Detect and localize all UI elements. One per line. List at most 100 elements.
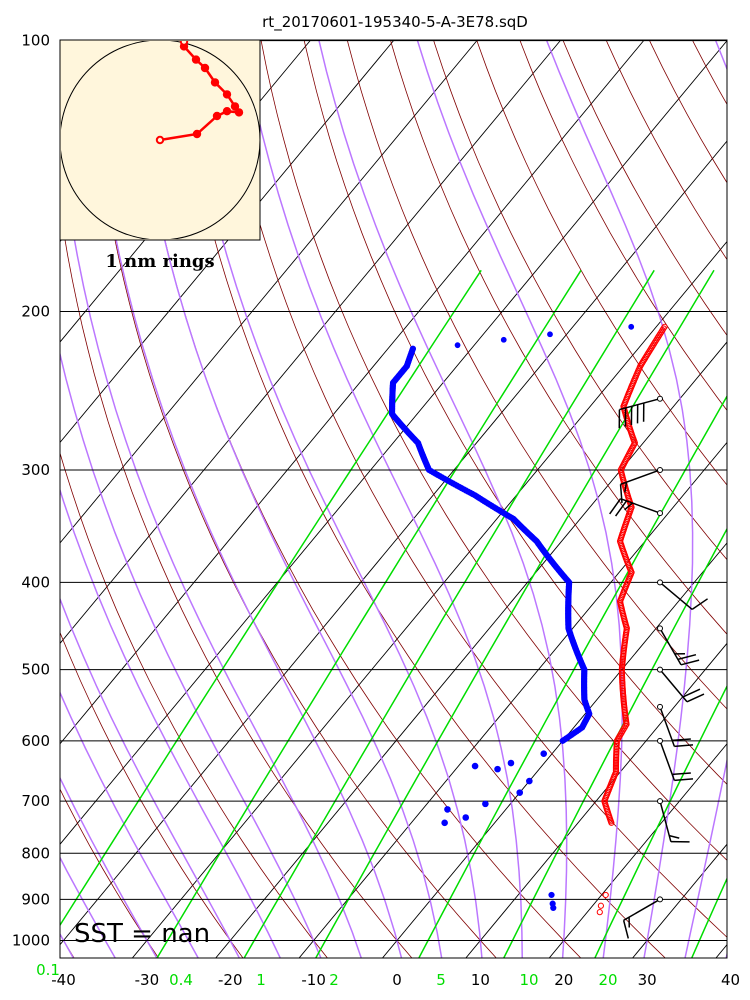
wind-barb <box>657 703 694 748</box>
temperature-tick-label: -10 <box>301 971 326 989</box>
hodograph-point <box>222 90 232 99</box>
dry-adiabat-line <box>605 40 727 261</box>
mixing-ratio-line <box>418 394 727 958</box>
hodograph-point <box>192 129 202 139</box>
dry-adiabat-line <box>725 21 750 964</box>
isotherm-line <box>632 843 727 958</box>
moist-adiabat-line <box>60 351 322 958</box>
dewpoint-point <box>540 750 548 757</box>
isotherm-line <box>60 40 645 745</box>
sst-annotation: SST = nan <box>74 919 210 949</box>
pressure-tick-label: 400 <box>21 573 50 591</box>
pressure-tick-label: 500 <box>21 661 50 679</box>
pressure-tick-label: 800 <box>21 844 50 862</box>
wind-barb <box>657 579 708 611</box>
dry-adiabat-line <box>60 788 159 958</box>
hodograph-point <box>222 107 232 116</box>
dry-adiabat-line <box>60 631 244 958</box>
hodograph-point <box>179 41 189 46</box>
chart-title: rt_20170601-195340-5-A-3E78.sqD <box>262 13 528 32</box>
hodograph-point <box>234 108 244 117</box>
temperature-tick-label: -40 <box>51 971 76 989</box>
mixing-ratio-label: 20 <box>598 971 617 989</box>
mixing-ratio-label: 2 <box>329 971 339 989</box>
isotherm-line <box>298 441 727 958</box>
pressure-tick-label: 200 <box>21 303 50 321</box>
hodograph-point <box>230 102 240 111</box>
isotherm-line <box>60 40 727 845</box>
dewpoint-point <box>462 814 470 821</box>
moist-adiabat-line <box>684 40 727 958</box>
dry-adiabat-line <box>433 40 727 561</box>
hodograph-point <box>155 135 165 145</box>
temperature-tick-label: 10 <box>471 971 490 989</box>
mixing-ratio-label: 10 <box>519 971 538 989</box>
dry-adiabat-line <box>476 40 727 486</box>
mixing-ratio-label: 0.1 <box>36 961 60 979</box>
temperature-point <box>597 902 605 909</box>
dewpoint-point <box>550 904 557 912</box>
isotherm-line <box>60 40 61 42</box>
mixing-ratio-line <box>156 269 582 958</box>
dry-adiabat-line <box>260 40 727 861</box>
dewpoint-point <box>410 345 416 352</box>
dry-adiabat-line <box>648 40 727 184</box>
temperature-point <box>608 819 615 826</box>
plot-frame <box>59 39 728 959</box>
hodograph-point <box>191 55 201 64</box>
wind-barb <box>622 896 663 939</box>
dry-adiabat-line <box>519 40 727 411</box>
wind-barb <box>618 395 663 429</box>
hodograph-inset <box>59 39 261 241</box>
isotherm-line <box>60 140 727 946</box>
dewpoint-point <box>454 342 461 349</box>
pressure-tick-label: 1000 <box>12 932 50 950</box>
dry-adiabat-line <box>217 40 727 938</box>
wind-barb <box>609 498 663 517</box>
moist-adiabat-line <box>318 40 568 958</box>
wind-barb <box>657 625 700 666</box>
dry-adiabat-line <box>60 451 328 958</box>
moist-adiabat-line <box>60 487 282 958</box>
dry-adiabat-line <box>303 40 727 785</box>
dewpoint-point <box>559 737 566 744</box>
dewpoint-point <box>628 323 635 330</box>
isotherm-line <box>60 40 394 444</box>
pressure-tick-label: 900 <box>21 890 50 908</box>
pressure-tick-label: 300 <box>21 461 50 479</box>
dry-adiabat-line <box>346 40 727 710</box>
mixing-ratio-line <box>594 684 727 958</box>
temperature-tick-label: 20 <box>554 971 573 989</box>
temperature-tick-label: -30 <box>135 971 160 989</box>
moist-adiabat-line <box>725 951 727 958</box>
dewpoint-point <box>482 800 489 808</box>
dry-adiabat-line <box>390 40 727 635</box>
dewpoint-point <box>500 336 507 343</box>
isotherm-line <box>215 341 727 958</box>
temperature-tick-label: 40 <box>721 971 740 989</box>
hodograph-point <box>210 78 220 87</box>
dry-adiabat-line <box>562 40 727 336</box>
hodograph-point <box>212 111 222 121</box>
moist-adiabat-line <box>60 596 241 958</box>
dewpoint-point <box>548 891 555 899</box>
dry-adiabat-line <box>691 40 727 106</box>
isotherm-line <box>715 944 727 958</box>
mixing-ratio-line <box>690 876 727 958</box>
temperature-point <box>596 909 603 916</box>
mixing-ratio-label: 1 <box>256 971 266 989</box>
mixing-ratio-line <box>243 269 655 958</box>
moist-adiabat-line <box>416 40 623 958</box>
isotherm-line <box>131 240 727 958</box>
wind-barb <box>657 666 705 703</box>
mixing-ratio-line <box>60 269 482 927</box>
temperature-tick-label: -20 <box>218 971 243 989</box>
moist-adiabat-line <box>546 40 694 958</box>
temperature-axis: -40 -30 -20 -10 0 10 20 30 40 <box>51 971 740 989</box>
dewpoint-point <box>494 765 501 773</box>
hodograph-point <box>200 63 210 73</box>
mixing-ratio-label: 5 <box>436 971 446 989</box>
dewpoint-point <box>471 762 479 770</box>
dewpoint-point <box>526 777 533 785</box>
